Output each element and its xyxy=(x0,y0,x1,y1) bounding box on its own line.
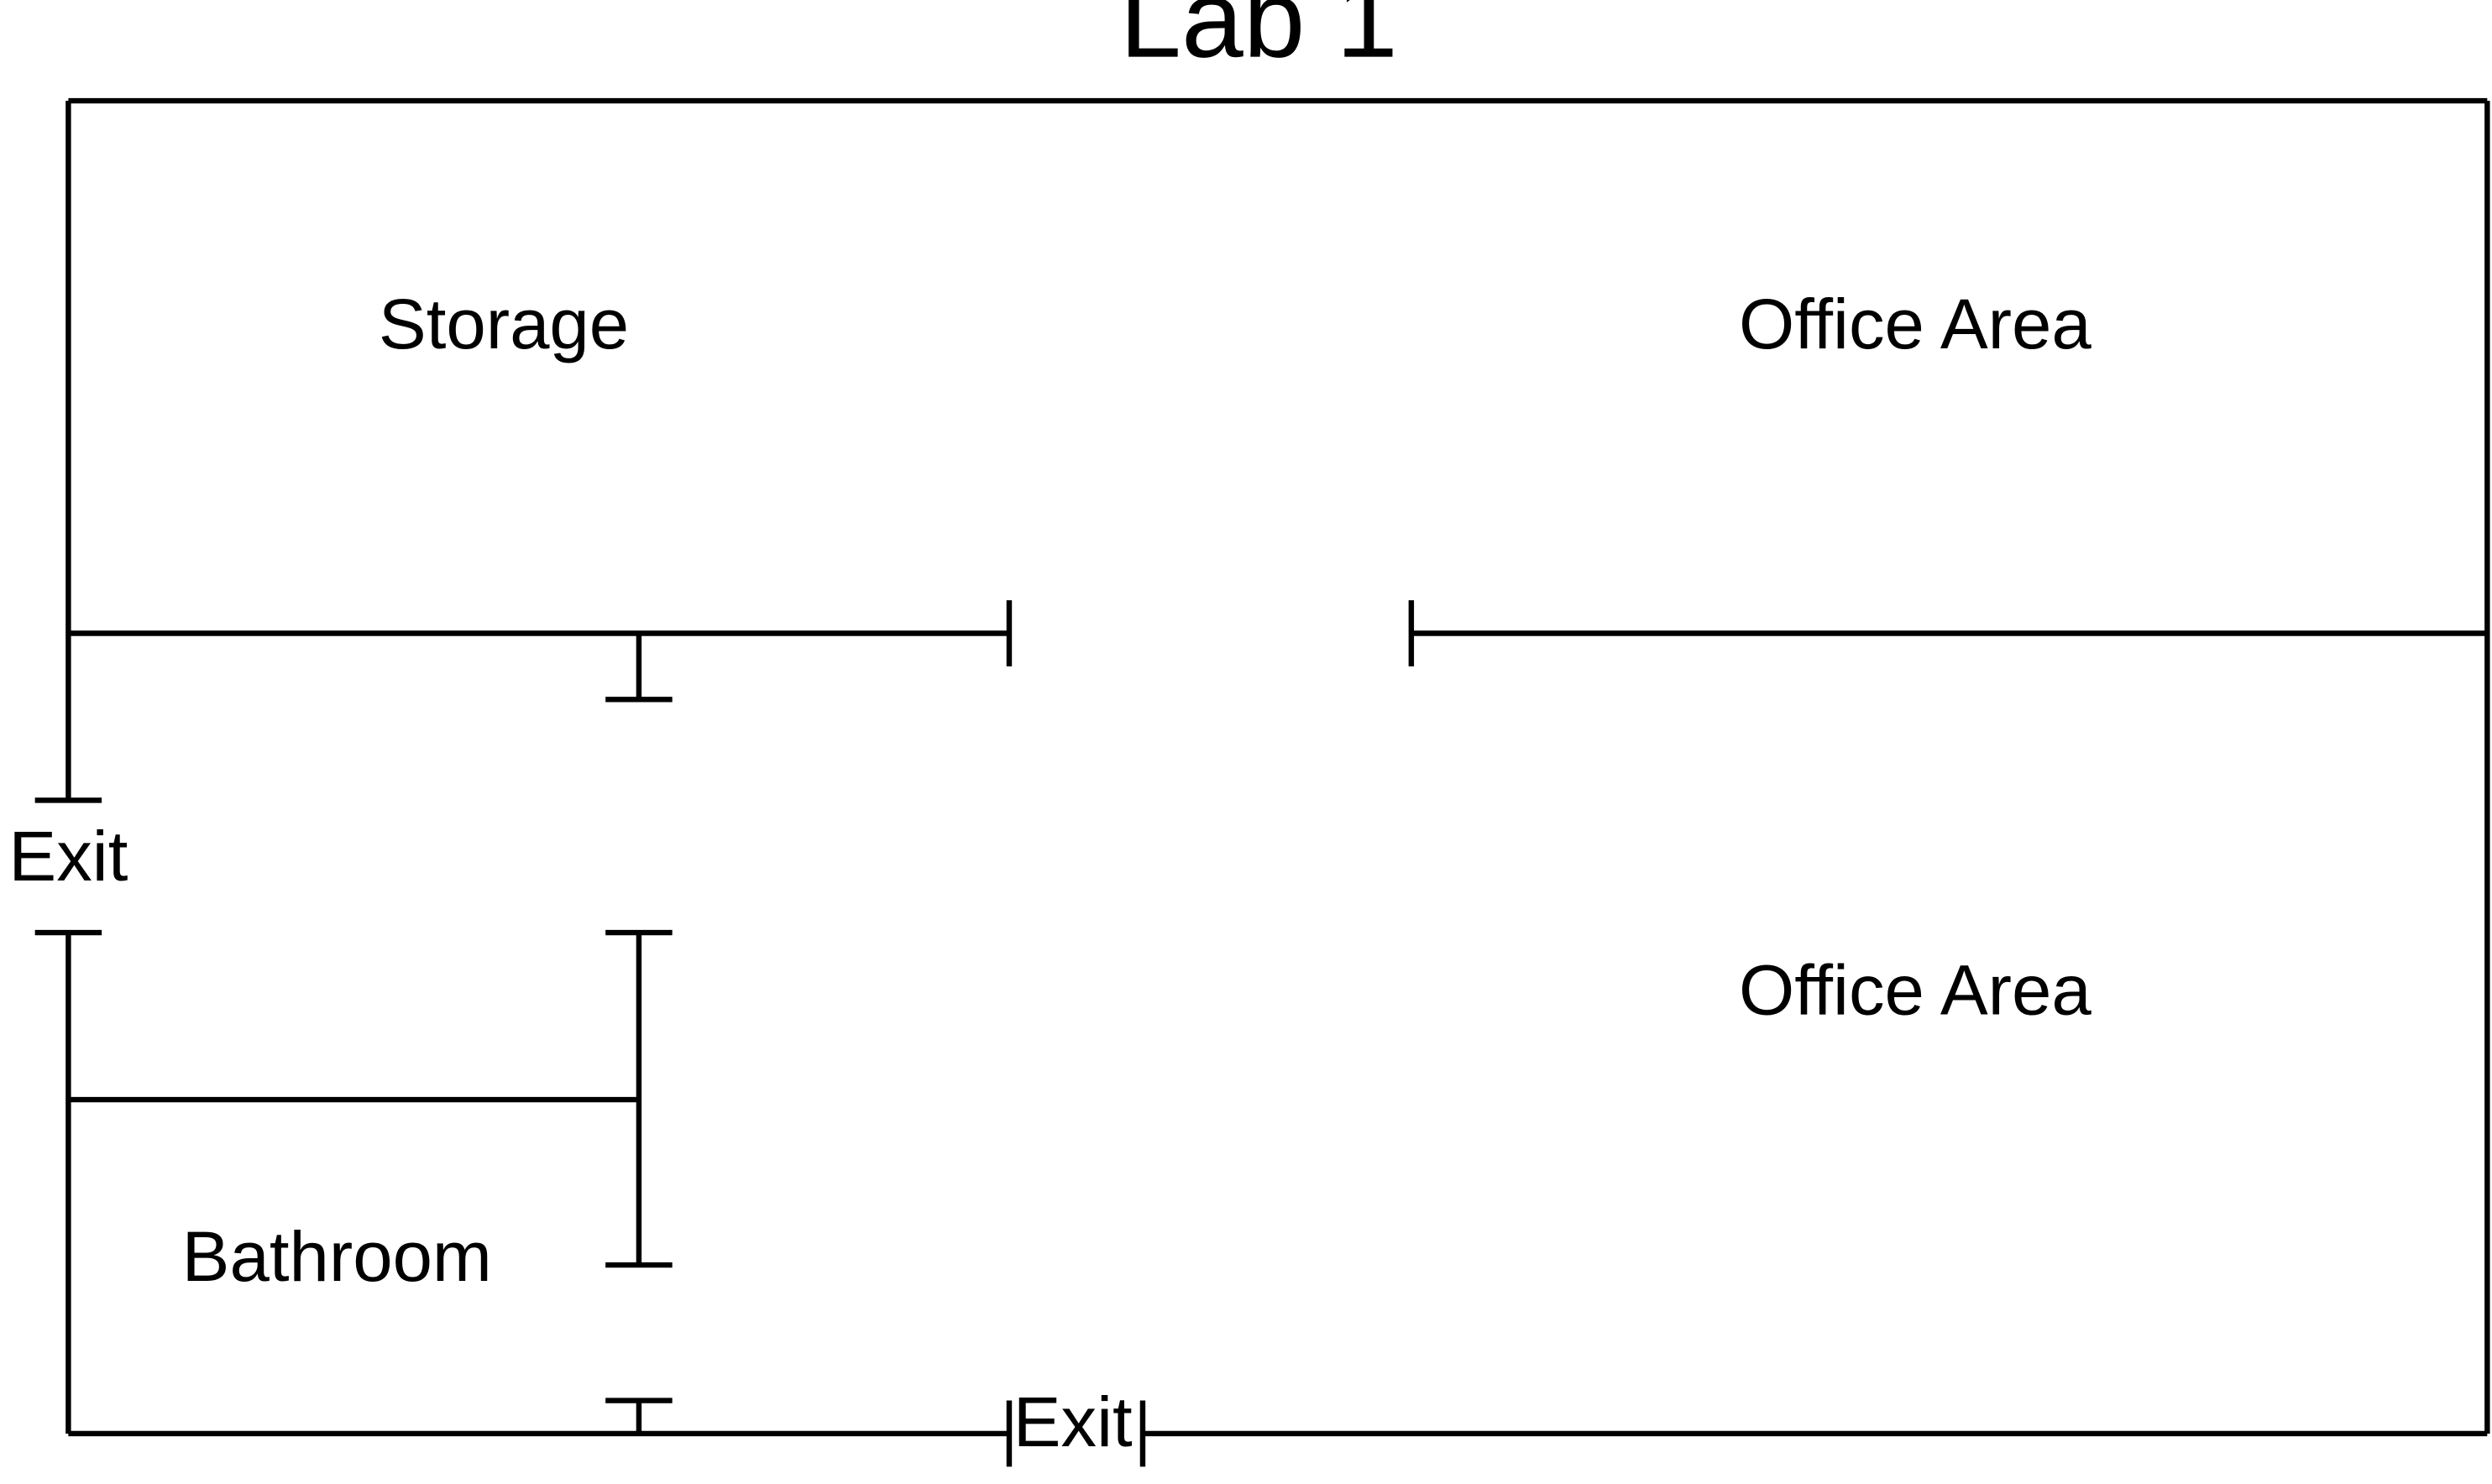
exit-label-west: Exit xyxy=(8,816,128,896)
room-label-storage: Storage xyxy=(379,284,629,363)
plan-title: Lab 1 xyxy=(1119,0,1398,80)
room-label-office-area-top: Office Area xyxy=(1739,284,2092,363)
south-exit-markers xyxy=(1006,1400,1146,1467)
interior-walls xyxy=(68,600,2488,1434)
exit-label-south: Exit xyxy=(1013,1382,1133,1461)
room-label-office-area-bottom: Office Area xyxy=(1739,950,2092,1030)
west-exit-markers xyxy=(34,797,102,936)
outer-walls xyxy=(65,97,2490,1437)
room-label-bathroom: Bathroom xyxy=(182,1216,492,1296)
